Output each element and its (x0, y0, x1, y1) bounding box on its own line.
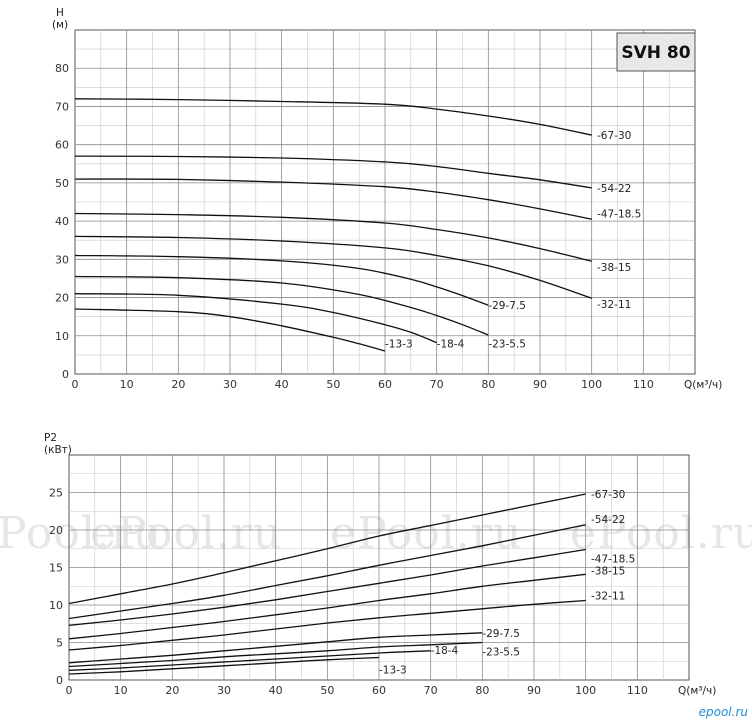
series-line-47-18.5 (68, 548, 586, 626)
series-line-47-18.5 (74, 178, 592, 220)
x-tick-label: 80 (481, 378, 495, 391)
y-axis-title-line: H (56, 7, 64, 19)
series-line-38-15 (68, 573, 586, 640)
watermark-text: ePool.ru (0, 508, 162, 559)
series-label-38-15: -38-15 (597, 262, 631, 274)
series-line-23-5.5 (68, 641, 483, 668)
x-tick-label: 100 (575, 684, 596, 697)
y-tick-label: 25 (49, 487, 63, 500)
x-tick-label: 20 (171, 378, 185, 391)
model-badge-label: SVH 80 (621, 43, 690, 63)
series-line-67-30 (68, 493, 586, 605)
x-tick-label: 60 (378, 378, 392, 391)
y-tick-label: 70 (55, 100, 69, 113)
series-label-54-22: -54-22 (591, 514, 625, 526)
corner-logo: epool.ru (698, 705, 748, 719)
series-label-32-11: -32-11 (591, 590, 625, 602)
y-tick-label: 40 (55, 215, 69, 228)
y-tick-label: 10 (49, 599, 63, 612)
model-badge (616, 32, 696, 72)
series-line-23-5.5 (74, 275, 489, 336)
y-tick-label: 10 (55, 330, 69, 343)
series-label-47-18.5: -47-18.5 (591, 554, 635, 566)
watermark-text: ePool.ru (90, 508, 282, 559)
series-line-18-4 (74, 293, 437, 344)
series-line-29-7.5 (68, 632, 483, 664)
x-tick-label: 30 (217, 684, 231, 697)
x-tick-label: 20 (165, 684, 179, 697)
power-chart: 0 10 20 30 40 50 60 70 80 90 100 110 0 5 10 15 20 25 P2 (кВ… (44, 432, 716, 697)
x-tick-label: 70 (430, 378, 444, 391)
x-tick-label: 90 (533, 378, 547, 391)
x-tick-label: 90 (527, 684, 541, 697)
head-chart: 0 10 20 30 40 50 60 70 80 90 100 110 0 10 20 30 40 50 60 70… (52, 7, 722, 391)
y-axis-title-line: P2 (44, 432, 57, 444)
y-tick-label: 50 (55, 177, 69, 190)
watermark-text: ePool.ru (570, 508, 752, 559)
x-tick-label: 110 (627, 684, 648, 697)
series-line-13-3 (74, 308, 386, 352)
series-label-32-11: -32-11 (597, 299, 631, 311)
series-label-67-30: -67-30 (597, 130, 631, 142)
series-label-23-5.5: -23-5.5 (482, 647, 520, 659)
y-axis-title-line: (м) (52, 19, 68, 31)
x-tick-label: 40 (269, 684, 283, 697)
x-tick-label: 10 (114, 684, 128, 697)
y-axis-title: P2 (кВт) (44, 432, 72, 456)
x-tick-label: 50 (320, 684, 334, 697)
series-label-18-4: -18-4 (437, 338, 465, 350)
y-tick-label: 30 (55, 253, 69, 266)
series-label-54-22: -54-22 (597, 183, 631, 195)
series-line-29-7.5 (74, 254, 489, 306)
series-line-32-11 (68, 599, 586, 651)
x-tick-label: 100 (581, 378, 602, 391)
y-tick-label: 20 (55, 292, 69, 305)
series-label-23-5.5: -23-5.5 (488, 338, 526, 350)
series-line-67-30 (74, 98, 592, 136)
x-tick-label: 30 (223, 378, 237, 391)
x-axis-title: Q(м³/ч) (678, 685, 716, 697)
y-tick-label: 60 (55, 139, 69, 152)
series-line-18-4 (68, 650, 431, 671)
series-line-13-3 (68, 656, 380, 675)
series-label-29-7.5: -29-7.5 (488, 300, 526, 312)
x-tick-label: 0 (66, 684, 73, 697)
series-label-13-3: -13-3 (385, 338, 413, 350)
series-line-54-22 (74, 155, 592, 189)
y-tick-label: 80 (55, 62, 69, 75)
series-label-29-7.5: -29-7.5 (482, 628, 520, 640)
x-tick-label: 0 (72, 378, 79, 391)
series-label-13-3: -13-3 (379, 665, 407, 677)
x-axis-title: Q(м³/ч) (684, 379, 722, 391)
x-tick-label: 60 (372, 684, 386, 697)
y-axis-title-line: (кВт) (44, 444, 72, 456)
series-label-18-4: -18-4 (431, 645, 459, 657)
series-line-54-22 (68, 524, 586, 620)
watermark-text: ePool.ru (330, 508, 522, 559)
y-tick-label: 0 (56, 674, 63, 687)
series-label-38-15: -38-15 (591, 566, 625, 578)
series-label-47-18.5: -47-18.5 (597, 208, 641, 220)
series-label-67-30: -67-30 (591, 489, 625, 501)
series-line-32-11 (74, 235, 592, 299)
y-tick-label: 15 (49, 562, 63, 575)
x-tick-label: 80 (475, 684, 489, 697)
x-tick-label: 110 (633, 378, 654, 391)
x-tick-label: 50 (326, 378, 340, 391)
y-tick-label: 20 (49, 524, 63, 537)
y-tick-label: 5 (56, 637, 63, 650)
y-tick-label: 0 (62, 368, 69, 381)
series-line-38-15 (74, 212, 592, 262)
x-tick-label: 10 (120, 378, 134, 391)
y-axis-title: H (м) (52, 7, 68, 31)
x-tick-label: 40 (275, 378, 289, 391)
x-tick-label: 70 (424, 684, 438, 697)
